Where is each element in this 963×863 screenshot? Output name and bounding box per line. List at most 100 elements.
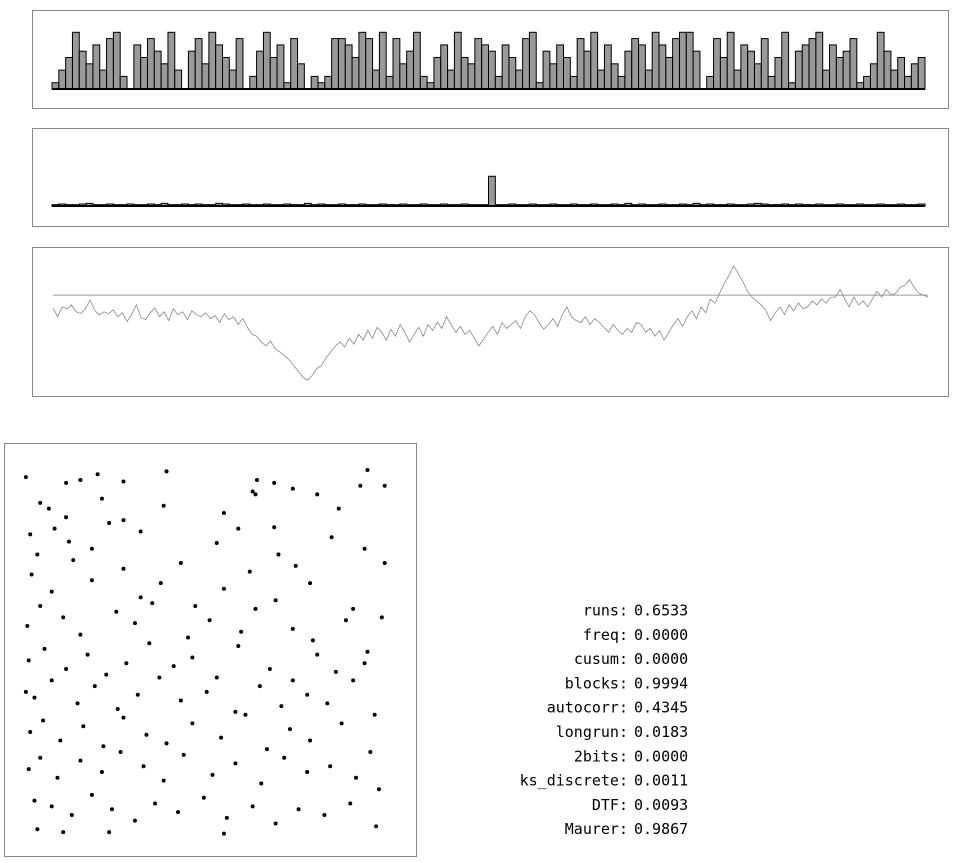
bar bbox=[528, 31, 537, 90]
point bbox=[279, 704, 284, 709]
bar bbox=[474, 38, 483, 90]
bar bbox=[372, 69, 380, 90]
bar bbox=[92, 44, 101, 90]
bar bbox=[378, 31, 387, 90]
point bbox=[214, 541, 219, 545]
bar bbox=[447, 69, 455, 90]
point bbox=[26, 658, 31, 663]
point bbox=[104, 672, 109, 677]
point bbox=[114, 609, 119, 614]
bar bbox=[726, 31, 735, 90]
bar bbox=[549, 63, 558, 90]
bar bbox=[146, 38, 155, 90]
point bbox=[75, 701, 80, 706]
point bbox=[282, 755, 287, 760]
bar bbox=[297, 63, 305, 90]
point bbox=[124, 661, 129, 666]
point bbox=[38, 603, 43, 608]
point bbox=[71, 558, 76, 563]
point bbox=[186, 635, 191, 640]
point bbox=[29, 572, 34, 577]
point bbox=[66, 539, 71, 544]
bar bbox=[385, 75, 394, 90]
point bbox=[315, 492, 320, 497]
bar bbox=[140, 57, 148, 90]
point bbox=[49, 678, 54, 683]
point bbox=[121, 518, 126, 523]
bar bbox=[440, 44, 449, 90]
point bbox=[64, 480, 69, 485]
bar bbox=[331, 38, 339, 90]
bar bbox=[412, 31, 421, 90]
point bbox=[107, 520, 112, 525]
bar bbox=[194, 38, 203, 90]
bar bbox=[897, 57, 906, 90]
bar bbox=[488, 50, 496, 90]
point bbox=[89, 578, 94, 583]
point bbox=[233, 761, 238, 766]
point bbox=[239, 629, 244, 634]
bar bbox=[678, 31, 687, 90]
point bbox=[325, 701, 330, 706]
bar bbox=[310, 75, 319, 90]
point bbox=[81, 724, 86, 729]
point bbox=[61, 830, 66, 835]
bar bbox=[781, 31, 790, 90]
bar bbox=[672, 38, 680, 90]
bar bbox=[774, 57, 783, 90]
point bbox=[41, 718, 46, 723]
bar bbox=[133, 44, 142, 90]
bar bbox=[515, 69, 524, 90]
bar bbox=[167, 31, 176, 90]
point bbox=[28, 729, 33, 734]
bar bbox=[665, 57, 674, 90]
point bbox=[176, 810, 181, 815]
point bbox=[233, 709, 238, 714]
point bbox=[193, 603, 198, 608]
bar bbox=[187, 50, 196, 90]
stat-value: 0.0183 bbox=[634, 723, 688, 741]
point bbox=[89, 546, 94, 551]
bar bbox=[583, 50, 592, 90]
point bbox=[250, 489, 255, 494]
point bbox=[171, 664, 176, 669]
bar bbox=[160, 63, 169, 90]
point bbox=[343, 618, 348, 623]
bar bbox=[569, 75, 578, 90]
point bbox=[362, 546, 367, 551]
point bbox=[141, 764, 146, 769]
bar bbox=[358, 31, 367, 90]
point bbox=[64, 666, 69, 671]
bar bbox=[692, 50, 701, 90]
stat-label: DTF: bbox=[592, 796, 628, 814]
bar bbox=[876, 31, 885, 90]
point bbox=[276, 552, 281, 557]
point bbox=[95, 472, 100, 477]
bar bbox=[740, 44, 749, 90]
bar bbox=[215, 44, 224, 90]
stat-label: runs: bbox=[583, 602, 628, 620]
point bbox=[265, 747, 269, 752]
point bbox=[293, 563, 298, 568]
point bbox=[55, 775, 60, 780]
point bbox=[150, 601, 155, 606]
point bbox=[92, 684, 97, 689]
stat-label: ks_discrete: bbox=[520, 772, 628, 790]
point bbox=[201, 795, 206, 800]
bar bbox=[406, 50, 414, 90]
point bbox=[351, 678, 356, 683]
point bbox=[38, 755, 43, 760]
point bbox=[23, 475, 28, 480]
point bbox=[109, 807, 114, 812]
bar bbox=[344, 44, 353, 90]
point bbox=[42, 646, 47, 651]
stat-value: 0.4345 bbox=[634, 699, 688, 717]
bar bbox=[119, 75, 128, 90]
point bbox=[272, 525, 277, 530]
bar bbox=[576, 38, 585, 90]
bar bbox=[644, 69, 653, 90]
stat-value: 0.9867 bbox=[634, 820, 688, 838]
stat-value: 0.0000 bbox=[634, 747, 688, 765]
bar bbox=[651, 31, 660, 90]
bar bbox=[453, 31, 462, 90]
